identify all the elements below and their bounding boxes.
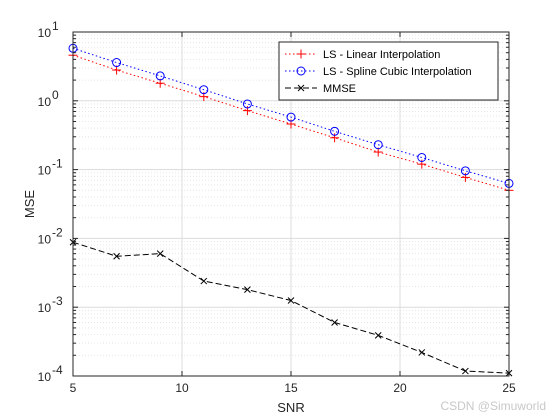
y-tick-label: 10 -3 (38, 294, 63, 315)
x-marker (244, 286, 251, 293)
data-point (460, 166, 470, 176)
circle-marker (460, 166, 470, 176)
x-tick-label: 25 (502, 381, 516, 395)
circle-marker (199, 85, 209, 95)
series-line (72, 47, 510, 184)
data-point (113, 252, 120, 260)
y-tick-label: 10 -4 (38, 363, 63, 384)
x-marker (462, 367, 469, 375)
circle-marker (417, 152, 427, 162)
x-tick-label: 10 (175, 381, 189, 395)
x-marker (331, 319, 338, 326)
series-3 (69, 238, 513, 377)
legend: LS - Linear Interpolation LS - Spline Cub… (278, 41, 499, 101)
data-point (156, 250, 164, 258)
legend-label: LS - Linear Interpolation (323, 49, 440, 61)
y-tick-base: 10 (38, 301, 52, 315)
data-point (330, 126, 340, 136)
series-2 (68, 43, 514, 188)
circle-marker (296, 66, 306, 76)
legend-item: MMSE (285, 83, 356, 95)
data-point (242, 99, 252, 109)
y-tick-base: 10 (38, 232, 52, 246)
y-tick-exponent: -4 (52, 363, 63, 377)
circle-marker (330, 126, 340, 136)
circle-marker (112, 58, 122, 68)
minor-grid (73, 34, 509, 356)
x-tick-label: 5 (70, 381, 77, 395)
data-point (287, 297, 295, 304)
data-point (244, 286, 251, 293)
x-tick-label: 15 (284, 381, 298, 395)
data-point (374, 331, 382, 339)
y-tick-base: 10 (38, 370, 52, 384)
data-point (112, 65, 122, 75)
y-tick-base: 10 (38, 164, 52, 178)
watermark: CSDN @Simuworld (440, 399, 546, 413)
y-tick-exponent: -1 (52, 157, 63, 171)
data-point (155, 71, 165, 81)
y-tick-label: 10 1 (38, 19, 59, 40)
y-tick-exponent: -2 (52, 225, 63, 239)
x-marker (113, 252, 120, 260)
y-tick-base: 10 (38, 26, 52, 40)
data-point (373, 140, 383, 150)
data-point (417, 152, 427, 162)
x-marker (418, 349, 426, 356)
data-point (462, 367, 469, 375)
data-point (286, 112, 296, 122)
x-marker (374, 331, 382, 339)
circle-marker (286, 112, 296, 122)
axis-ticks (72, 31, 510, 377)
legend-item: LS - Linear Interpolation (285, 49, 440, 61)
x-axis-title: SNR (277, 400, 304, 415)
data-point (200, 277, 208, 285)
data-point (418, 349, 426, 356)
y-tick-label: 10 0 (38, 88, 59, 109)
data-point (199, 85, 209, 95)
y-axis-title: MSE (22, 190, 37, 219)
series-layer (68, 43, 514, 377)
x-marker (200, 277, 208, 285)
legend-box (278, 41, 499, 101)
x-marker (287, 297, 295, 304)
legend-label: LS - Spline Cubic Interpolation (323, 66, 472, 78)
y-tick-label: 10 -2 (38, 225, 63, 246)
circle-marker (242, 99, 252, 109)
x-tick-label: 20 (393, 381, 407, 395)
legend-item: LS - Spline Cubic Interpolation (285, 66, 472, 78)
y-tick-exponent: 1 (52, 19, 59, 33)
data-point (112, 58, 122, 68)
legend-label: MMSE (323, 83, 356, 95)
x-marker (156, 250, 164, 258)
x-tick-labels: 5 10 15 20 25 (70, 381, 516, 395)
circle-marker (155, 71, 165, 81)
y-tick-exponent: -3 (52, 294, 63, 308)
data-point (331, 319, 338, 326)
x-marker (297, 84, 305, 92)
y-tick-label: 10 -1 (38, 157, 63, 178)
y-tick-base: 10 (38, 95, 52, 109)
y-tick-exponent: 0 (52, 88, 59, 102)
data-point (330, 133, 340, 143)
circle-marker (373, 140, 383, 150)
